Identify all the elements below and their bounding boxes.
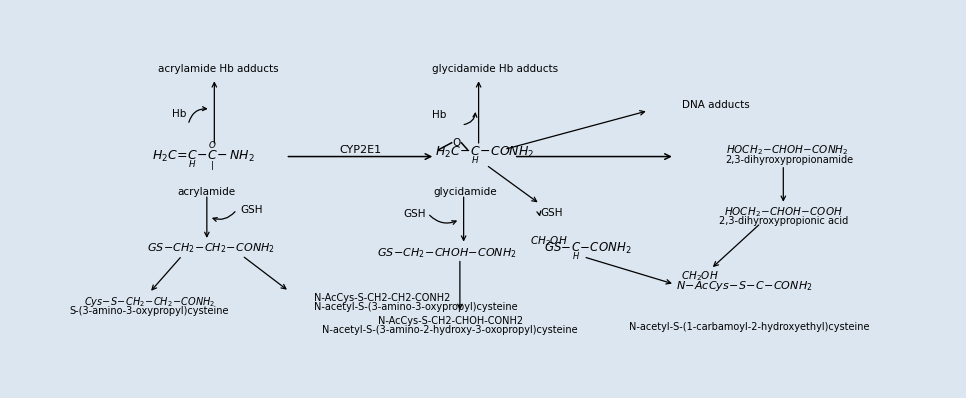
Text: GSH: GSH [241,205,263,215]
Text: $CH_2OH$: $CH_2OH$ [681,269,719,283]
Text: GSH: GSH [540,208,562,218]
Text: DNA adducts: DNA adducts [682,100,750,110]
Text: acrylamide Hb adducts: acrylamide Hb adducts [157,64,278,74]
Text: acrylamide: acrylamide [178,187,236,197]
Text: N-acetyl-S-(3-amino-3-oxypropyl)cysteine: N-acetyl-S-(3-amino-3-oxypropyl)cysteine [314,302,518,312]
Text: 2,3-dihyroxypropionic acid: 2,3-dihyroxypropionic acid [719,216,848,226]
Text: O: O [453,138,461,148]
Text: $GS\!-\!CH_2\!-\!CHOH\!-\!CONH_2$: $GS\!-\!CH_2\!-\!CHOH\!-\!CONH_2$ [377,246,516,260]
Text: $GS\!-\!CH_2\!-\!CH_2\!-\!CONH_2$: $GS\!-\!CH_2\!-\!CH_2\!-\!CONH_2$ [147,242,274,256]
Text: GSH: GSH [404,209,426,219]
Text: $CH_2OH$: $CH_2OH$ [530,234,568,248]
Text: $N\!-\!AcCys\!-\!S\!-\!\underset{}{C}\!-\!CONH_2$: $N\!-\!AcCys\!-\!S\!-\!\underset{}{C}\!-… [676,279,812,293]
Text: N-AcCys-S-CH2-CHOH-CONH2: N-AcCys-S-CH2-CHOH-CONH2 [378,316,523,326]
Text: $HOCH_2\!-\!CHOH\!-\!CONH_2$: $HOCH_2\!-\!CHOH\!-\!CONH_2$ [725,144,848,157]
Text: CYP2E1: CYP2E1 [339,145,382,156]
Text: glycidamide Hb adducts: glycidamide Hb adducts [432,64,558,74]
Text: N-acetyl-S-(3-amino-2-hydroxy-3-oxopropyl)cysteine: N-acetyl-S-(3-amino-2-hydroxy-3-oxopropy… [323,325,578,336]
Text: glycidamide: glycidamide [434,187,497,197]
Text: Hb: Hb [432,109,446,119]
Text: S-(3-amino-3-oxypropyl)cysteine: S-(3-amino-3-oxypropyl)cysteine [70,306,229,316]
Text: $HOCH_2\!-\!CHOH\!-\!COOH$: $HOCH_2\!-\!CHOH\!-\!COOH$ [724,205,842,219]
Text: $H_2C\!-\!\underset{H}{C}\!-\!CONH_2$: $H_2C\!-\!\underset{H}{C}\!-\!CONH_2$ [435,145,534,166]
Text: $H_2C\!=\!\underset{H}{C}\!-\!\overset{O}{\underset{|}{C}}\!-NH_2$: $H_2C\!=\!\underset{H}{C}\!-\!\overset{O… [153,139,255,174]
Text: 2,3-dihyroxypropionamide: 2,3-dihyroxypropionamide [725,154,854,165]
Text: N-AcCys-S-CH2-CH2-CONH2: N-AcCys-S-CH2-CH2-CONH2 [314,293,450,302]
Text: Hb: Hb [172,109,186,119]
Text: $Cys\!-\!S\!-\!CH_2\!-\!CH_2\!-\!CONH_2$: $Cys\!-\!S\!-\!CH_2\!-\!CH_2\!-\!CONH_2$ [84,295,214,309]
Text: $GS\!-\!\underset{H}{C}\!-\!CONH_2$: $GS\!-\!\underset{H}{C}\!-\!CONH_2$ [544,241,631,262]
Text: N-acetyl-S-(1-carbamoyl-2-hydroxyethyl)cysteine: N-acetyl-S-(1-carbamoyl-2-hydroxyethyl)c… [630,322,869,332]
